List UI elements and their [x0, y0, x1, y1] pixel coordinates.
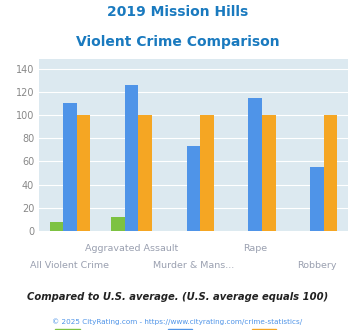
Bar [63, 104, 77, 231]
Text: © 2025 CityRating.com - https://www.cityrating.com/crime-statistics/: © 2025 CityRating.com - https://www.city… [53, 318, 302, 325]
Bar [111, 217, 125, 231]
Bar [187, 147, 200, 231]
Text: All Violent Crime: All Violent Crime [31, 261, 109, 270]
Legend: Mission Hills, Kansas, National: Mission Hills, Kansas, National [52, 326, 335, 330]
Bar [324, 115, 337, 231]
Text: Aggravated Assault: Aggravated Assault [85, 244, 178, 253]
Bar [262, 115, 275, 231]
Text: Compared to U.S. average. (U.S. average equals 100): Compared to U.S. average. (U.S. average … [27, 292, 328, 302]
Bar [200, 115, 214, 231]
Bar [248, 98, 262, 231]
Bar [310, 167, 324, 231]
Text: Murder & Mans...: Murder & Mans... [153, 261, 234, 270]
Bar [138, 115, 152, 231]
Text: 2019 Mission Hills: 2019 Mission Hills [107, 5, 248, 19]
Bar [77, 115, 90, 231]
Bar [125, 85, 138, 231]
Text: Robbery: Robbery [297, 261, 337, 270]
Text: Rape: Rape [243, 244, 267, 253]
Bar [50, 222, 63, 231]
Text: Violent Crime Comparison: Violent Crime Comparison [76, 35, 279, 49]
